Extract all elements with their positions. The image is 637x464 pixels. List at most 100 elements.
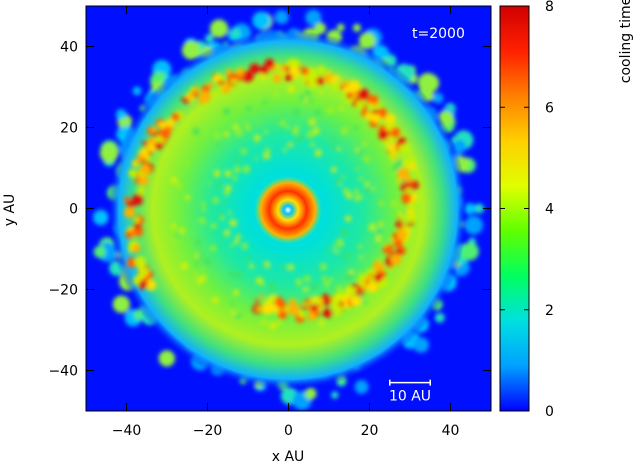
x-axis-label: x AU	[272, 449, 305, 464]
disc-speckle	[217, 212, 223, 218]
arm-clump	[288, 298, 297, 306]
arm-clump	[385, 123, 394, 131]
arm-clump	[395, 248, 403, 256]
disc-speckle	[194, 261, 199, 266]
disc-speckle	[306, 130, 315, 139]
disc-speckle	[310, 283, 318, 291]
disc-speckle	[245, 125, 251, 131]
disc-speckle	[255, 277, 263, 285]
disc-speckle	[283, 148, 288, 152]
disc-speckle	[332, 309, 336, 313]
disc-speckle	[358, 293, 363, 298]
arm-clump	[298, 311, 306, 318]
disc-speckle	[355, 147, 360, 153]
arm-clump	[159, 128, 171, 140]
disc-speckle	[378, 221, 384, 227]
arm-clump	[287, 303, 300, 316]
x-tick-label: 20	[361, 423, 379, 439]
disc-speckle	[375, 243, 379, 247]
disc-speckle	[371, 186, 376, 191]
disc-speckle	[330, 166, 337, 173]
disc-speckle	[345, 215, 352, 222]
disc-speckle	[315, 296, 324, 305]
disc-speckle	[328, 277, 334, 282]
arm-clump	[276, 299, 287, 310]
disc-speckle	[201, 269, 205, 273]
y-tick-label: 40	[60, 40, 78, 56]
edge-clump	[274, 10, 289, 25]
disc-speckle	[249, 263, 254, 269]
arm-clump	[214, 73, 222, 80]
colorbar-tick-label: 6	[545, 100, 554, 116]
x-tick-label: 0	[284, 423, 293, 439]
arm-clump	[139, 164, 151, 176]
disc-speckle	[194, 239, 202, 246]
time-annotation: t=2000	[412, 26, 465, 42]
edge-clump	[205, 33, 214, 43]
arm-clump	[378, 129, 389, 141]
arm-clump	[159, 121, 167, 129]
disc-speckle	[295, 278, 303, 286]
arm-clump	[183, 98, 190, 104]
disc-speckle	[303, 301, 310, 308]
disc-speckle	[230, 310, 236, 316]
disc-speckle	[342, 251, 350, 260]
arm-clump	[334, 75, 341, 82]
edge-clump	[116, 109, 127, 120]
disc-speckle	[235, 128, 243, 137]
disc-speckle	[269, 321, 277, 330]
disc-speckle	[241, 242, 249, 250]
disc-speckle	[234, 157, 241, 164]
spiral-arm	[124, 58, 419, 330]
disc-speckle	[274, 92, 278, 96]
arm-clump	[275, 63, 281, 68]
disc-speckle	[171, 239, 177, 245]
disc-speckle	[402, 210, 407, 216]
disc-speckle	[264, 130, 268, 134]
disc-speckle	[213, 172, 218, 178]
arm-clump	[132, 194, 144, 206]
disc-speckle	[235, 234, 241, 240]
arm-clump	[259, 294, 264, 300]
disc-speckle	[264, 147, 271, 154]
disc-speckle	[185, 160, 189, 165]
disc-speckle	[192, 127, 200, 136]
disc-speckle	[303, 275, 311, 283]
disc-speckle	[338, 242, 345, 248]
disc-speckle	[215, 142, 220, 147]
disc-speckle	[331, 136, 336, 142]
arm-clump	[220, 75, 226, 82]
disc-speckle	[397, 208, 403, 214]
disc-speckle	[345, 192, 353, 200]
disc-speckle	[344, 286, 352, 294]
arm-clump	[148, 150, 153, 156]
edge-clump	[99, 143, 119, 163]
edge-clump	[132, 86, 142, 96]
disc-speckle	[314, 109, 321, 116]
arm-clump	[231, 78, 237, 85]
disc-speckle	[256, 305, 263, 313]
arm-clump	[142, 140, 148, 147]
disc-speckle	[236, 272, 243, 279]
disc-speckle	[258, 320, 264, 325]
arm-clump	[192, 86, 200, 94]
arm-clump	[392, 233, 398, 238]
arm-clump	[317, 65, 326, 74]
disc-speckle	[331, 144, 337, 150]
disc-speckle	[244, 255, 250, 261]
disc-speckle	[393, 151, 401, 158]
disc-speckle	[176, 233, 181, 238]
arm-clump	[132, 225, 144, 237]
disc-speckle	[321, 275, 327, 281]
disc-speckle	[203, 257, 212, 266]
disc-speckle	[308, 118, 317, 126]
disc-speckle	[198, 217, 206, 225]
disc-speckle	[312, 127, 320, 135]
disc-speckle	[194, 253, 200, 258]
disc-speckle	[378, 200, 385, 207]
disc-speckle	[395, 158, 403, 166]
colorbar-ticks: 0 2 4 6 8	[500, 0, 554, 420]
arm-clump	[135, 275, 141, 282]
colorbar-tick-label: 0	[545, 404, 554, 420]
